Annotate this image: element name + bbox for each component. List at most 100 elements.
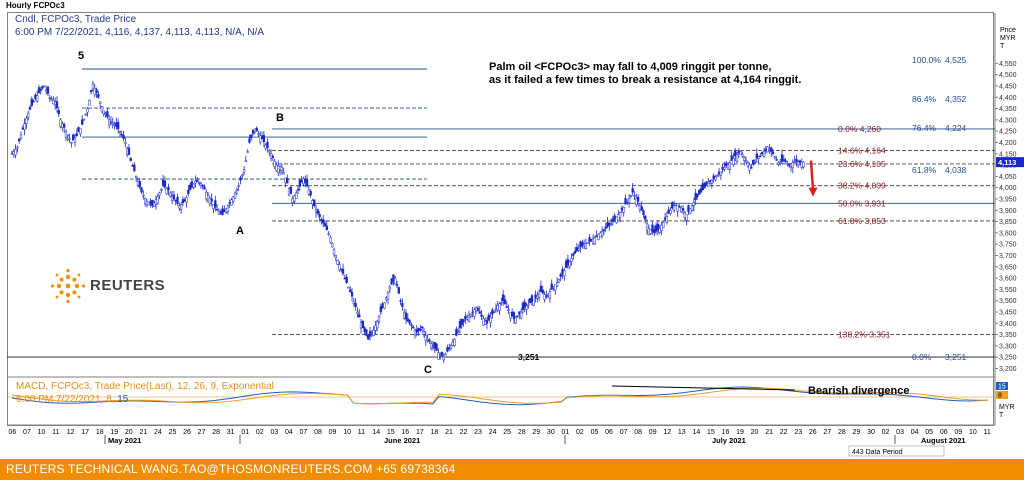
- candle-body: [543, 294, 546, 300]
- candle-body: [36, 95, 39, 102]
- candle-body: [475, 307, 478, 312]
- candle-body: [593, 237, 597, 245]
- candle-body: [604, 226, 607, 229]
- candle-body: [788, 164, 791, 166]
- candle-body: [196, 179, 199, 182]
- candle-body: [327, 233, 330, 235]
- price-tick-label: 4,550: [999, 61, 1017, 68]
- candle-body: [88, 100, 91, 106]
- candle-body: [170, 195, 174, 201]
- candle-body: [723, 167, 726, 170]
- candle-body: [467, 315, 471, 322]
- chart-info-line-1: Cndl, FCPOc3, Trade Price: [15, 14, 137, 25]
- x-tick-label: 07: [620, 429, 628, 436]
- price-tick-label: 3,950: [999, 196, 1017, 203]
- bearish-arrow-head: [808, 187, 818, 197]
- candle-body: [116, 122, 120, 130]
- candle-body: [755, 153, 758, 159]
- candle-body: [199, 182, 203, 187]
- x-tick-label: 19: [110, 429, 118, 436]
- candle-body: [631, 188, 634, 193]
- x-tick-label: 21: [139, 429, 147, 436]
- candle-body: [521, 303, 525, 311]
- candle-body: [642, 210, 645, 216]
- candle-body: [341, 268, 345, 274]
- x-tick-label: 25: [169, 429, 177, 436]
- candle-body: [340, 268, 343, 271]
- candle-body: [352, 301, 355, 304]
- x-tick-label: 26: [809, 429, 817, 436]
- price-tick-label: 4,050: [999, 174, 1017, 181]
- candle-body: [685, 214, 688, 221]
- candle-body: [169, 192, 172, 197]
- candle-body: [368, 331, 372, 337]
- candle-body: [743, 157, 746, 161]
- candle-body: [244, 160, 248, 162]
- x-tick-label: 06: [940, 429, 948, 436]
- candle-body: [640, 206, 643, 211]
- current-price-marker: [996, 157, 1024, 168]
- bearish-arrow-shaft: [809, 160, 815, 191]
- data-period-box: [848, 445, 945, 457]
- candle-body: [503, 299, 507, 304]
- candle-body: [32, 100, 35, 103]
- candle-body: [653, 229, 656, 234]
- candle-body: [367, 334, 370, 340]
- candle-body: [696, 193, 699, 197]
- candle-body: [77, 127, 80, 133]
- x-tick-label: 16: [401, 429, 409, 436]
- candle-body: [160, 188, 163, 191]
- candle-body: [239, 177, 242, 181]
- candle-body: [784, 160, 787, 163]
- x-tick-label: 07: [300, 429, 308, 436]
- x-tick-label: 09: [649, 429, 657, 436]
- candle-body: [46, 87, 50, 94]
- candle-body: [658, 228, 661, 233]
- candle-body: [672, 205, 676, 211]
- candle-body: [491, 309, 494, 315]
- candle-body: [361, 321, 364, 329]
- candle-body: [143, 197, 147, 205]
- candle-body: [550, 283, 553, 290]
- candle-body: [246, 151, 249, 153]
- x-tick-label: 30: [867, 429, 875, 436]
- candle-body: [759, 155, 762, 157]
- candle-body: [108, 119, 111, 126]
- reuters-logo-icon: [50, 268, 86, 304]
- fib-label-set1: 0.0%: [912, 352, 932, 362]
- candle-body: [435, 343, 438, 351]
- candle-body: [48, 97, 51, 99]
- candle-body: [102, 110, 105, 114]
- candle-body: [158, 192, 161, 196]
- candle-body: [154, 199, 158, 206]
- candle-body: [600, 231, 604, 236]
- candle-body: [309, 190, 312, 196]
- candle-body: [730, 155, 733, 161]
- candle-body: [496, 304, 499, 311]
- candle-body: [536, 295, 539, 299]
- candle-body: [439, 353, 442, 356]
- candle-body: [210, 198, 213, 202]
- divergence-line: [611, 385, 796, 391]
- fib-label-set1: 61.8%: [912, 165, 937, 175]
- candle-body: [140, 187, 143, 193]
- x-tick-label: 09: [954, 429, 962, 436]
- candle-body: [494, 307, 498, 310]
- candle-body: [289, 186, 293, 194]
- candle-body: [201, 184, 204, 187]
- price-tick-label: 3,650: [999, 264, 1017, 271]
- candle-body: [307, 189, 310, 195]
- candle-body: [30, 98, 33, 106]
- candle-body: [250, 134, 253, 139]
- candle-body: [433, 342, 436, 349]
- candle-body: [624, 198, 627, 205]
- candle-body: [55, 101, 59, 109]
- candle-body: [469, 314, 472, 317]
- candle-body: [72, 134, 75, 141]
- x-tick-label: 12: [67, 429, 75, 436]
- x-tick-label: 10: [343, 429, 351, 436]
- candle-body: [149, 200, 152, 205]
- x-tick-label: 22: [780, 429, 788, 436]
- x-tick-label: 20: [125, 429, 133, 436]
- candle-body: [771, 151, 775, 155]
